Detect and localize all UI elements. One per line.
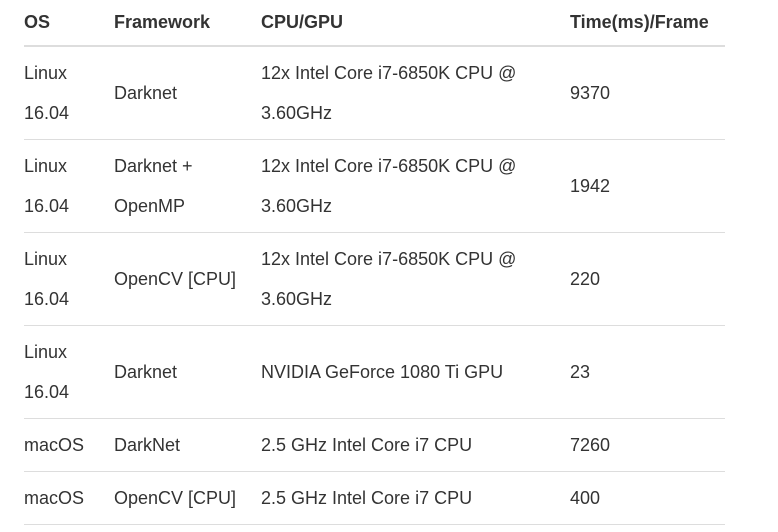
os-cell: Linux 16.04: [24, 46, 114, 140]
cpu-gpu-cell: 12x Intel Core i7-6850K CPU @ 3.60GHz: [261, 232, 570, 326]
time-cell: 9370: [570, 46, 725, 140]
framework-cell: OpenCV [CPU]: [114, 471, 261, 525]
time-cell: 7260: [570, 418, 725, 472]
os-cell: macOS: [24, 471, 114, 525]
time-cell: 23: [570, 325, 725, 419]
benchmark-table: OS Framework CPU/GPU Time(ms)/Frame Linu…: [24, 0, 725, 525]
cpu-gpu-cell: 2.5 GHz Intel Core i7 CPU: [261, 418, 570, 472]
table-row: macOS OpenCV [CPU] 2.5 GHz Intel Core i7 C…: [24, 471, 725, 525]
header-row: OS Framework CPU/GPU Time(ms)/Frame: [24, 0, 725, 47]
os-cell: Linux 16.04: [24, 139, 114, 233]
cpu-gpu-cell: 12x Intel Core i7-6850K CPU @ 3.60GHz: [261, 139, 570, 233]
cpu-gpu-cell: NVIDIA GeForce 1080 Ti GPU: [261, 325, 570, 419]
header-framework: Framework: [114, 0, 261, 47]
framework-cell: Darknet: [114, 325, 261, 419]
header-cpu-gpu: CPU/GPU: [261, 0, 570, 47]
framework-cell: OpenCV [CPU]: [114, 232, 261, 326]
table-row: Linux 16.04 Darknet 12x Intel Core i7-6850…: [24, 46, 725, 140]
os-cell: Linux 16.04: [24, 232, 114, 326]
framework-cell: Darknet + OpenMP: [114, 139, 261, 233]
framework-cell: Darknet: [114, 46, 261, 140]
cpu-gpu-cell: 12x Intel Core i7-6850K CPU @ 3.60GHz: [261, 46, 570, 140]
table-row: Linux 16.04 Darknet NVIDIA GeForce 1080 Ti…: [24, 325, 725, 419]
time-cell: 220: [570, 232, 725, 326]
header-os: OS: [24, 0, 114, 47]
table-row: Linux 16.04 OpenCV [CPU] 12x Intel Core i7…: [24, 232, 725, 326]
header-time: Time(ms)/Frame: [570, 0, 725, 47]
framework-cell: DarkNet: [114, 418, 261, 472]
cpu-gpu-cell: 2.5 GHz Intel Core i7 CPU: [261, 471, 570, 525]
time-cell: 1942: [570, 139, 725, 233]
os-cell: Linux 16.04: [24, 325, 114, 419]
time-cell: 400: [570, 471, 725, 525]
table-row: Linux 16.04 Darknet + OpenMP 12x Intel Cor…: [24, 139, 725, 233]
table-row: macOS DarkNet 2.5 GHz Intel Core i7 CPU 726…: [24, 418, 725, 472]
os-cell: macOS: [24, 418, 114, 472]
